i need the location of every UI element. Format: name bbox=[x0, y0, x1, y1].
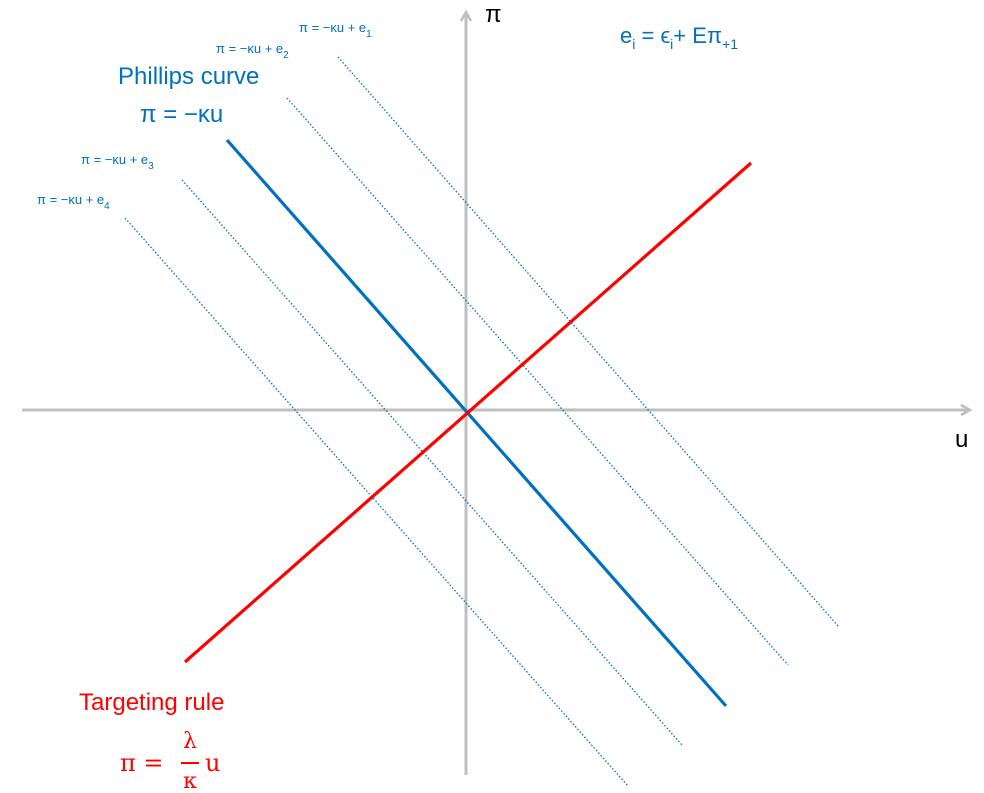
x-axis-label: u bbox=[955, 426, 968, 453]
targeting-rule-title: Targeting rule bbox=[79, 689, 224, 716]
equation-note: ei = ϵi+ Eπ+1 bbox=[620, 23, 738, 52]
targeting-rule-lhs: π = bbox=[120, 749, 164, 777]
phillips-curve-title: Phillips curve bbox=[118, 63, 259, 90]
shifted-label-4: π = −κu + e4 bbox=[37, 192, 110, 212]
y-axis-label: π bbox=[485, 1, 502, 28]
shifted-label-1: π = −κu + e1 bbox=[299, 20, 372, 40]
phillips-curve-line bbox=[225, 138, 728, 708]
shifted-label-3: π = −κu + e3 bbox=[81, 152, 154, 172]
shifted-curve-4 bbox=[124, 217, 629, 787]
targeting-rule-variable: u bbox=[205, 749, 220, 777]
phillips-curve-equation: π = −κu bbox=[140, 101, 223, 128]
targeting-rule-numerator: λ bbox=[183, 729, 197, 754]
shifted-curve-1 bbox=[337, 56, 840, 628]
shifted-curve-2 bbox=[286, 97, 789, 666]
targeting-rule-line bbox=[183, 161, 753, 664]
shifted-curve-3 bbox=[181, 179, 683, 746]
targeting-rule-denominator: κ bbox=[183, 769, 197, 793]
shifted-label-2: π = −κu + e2 bbox=[216, 41, 289, 61]
